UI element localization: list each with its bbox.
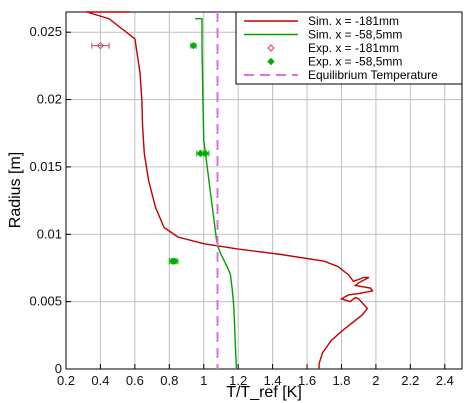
y-tick-label: 0.02 [37,92,62,107]
x-axis-title: T/T_ref [K] [226,384,302,401]
x-tick-label: 0.2 [57,373,75,388]
y-tick-label: 0 [55,361,62,376]
data-point [96,41,105,50]
data-point [201,149,210,158]
legend-swatch [267,57,275,66]
series-group [86,11,374,370]
legend-label: Exp. x = -181mm [308,41,399,55]
series-line-0 [86,11,374,369]
y-axis-title: Radius [m] [7,152,24,228]
x-tick-label: 2.2 [401,373,419,388]
legend-label: Sim. x = -58,5mm [308,28,402,42]
x-tick-label: 1.8 [332,373,350,388]
series-line-1 [195,18,238,370]
y-tick-label: 0.01 [37,226,62,241]
y-tick-label: 0.015 [29,159,62,174]
x-tick-label: 0.6 [126,373,144,388]
legend-label: Exp. x = -58,5mm [308,55,402,69]
x-tick-label: 1.2 [229,373,247,388]
x-tick-label: 1 [200,373,207,388]
y-axis: 0 0.005 0.01 0.015 0.02 0.025 [29,24,71,376]
legend-label: Equilibrium Temperature [308,68,438,82]
x-tick-label: 1.6 [298,373,316,388]
x-tick-label: 2 [372,373,379,388]
x-axis: 0.2 0.4 0.6 0.8 1 1.2 1.4 1.6 1.8 2 2.2 2.4 [57,364,454,388]
data-point [189,41,198,50]
y-tick-label: 0.005 [29,294,62,309]
data-point [170,257,179,265]
legend-label: Sim. x = -181mm [308,14,399,28]
legend-swatch [267,44,275,52]
x-tick-label: 2.4 [436,373,454,388]
x-tick-label: 0.8 [160,373,178,388]
y-tick-label: 0.025 [29,24,62,39]
x-tick-label: 1.4 [264,373,282,388]
x-tick-label: 0.4 [91,373,109,388]
